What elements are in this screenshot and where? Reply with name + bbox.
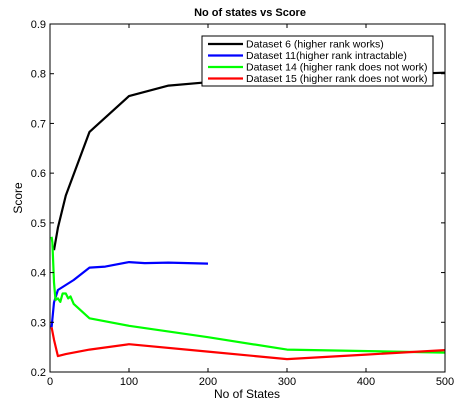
y-tick-label: 0.3 <box>31 317 46 329</box>
y-tick-label: 0.4 <box>31 268 46 280</box>
y-axis-label: Score <box>11 182 25 214</box>
legend-label-dataset-6-higher-rank-works: Dataset 6 (higher rank works) <box>246 39 384 51</box>
series-line-dataset-6-higher-rank-works <box>52 71 446 251</box>
plot-lines <box>50 71 446 361</box>
x-tick-label: 400 <box>357 376 375 388</box>
x-tick-label: 200 <box>199 376 217 388</box>
x-tick-label: 0 <box>47 376 53 388</box>
legend-label-dataset-14-higher-rank-does-not-work: Dataset 14 (higher rank does not work) <box>246 62 428 74</box>
series-line-dataset-15-higher-rank-does-not-work <box>50 327 446 361</box>
chart-title: No of states vs Score <box>194 7 306 19</box>
x-axis-label: No of States <box>214 387 280 401</box>
x-tick-label: 500 <box>436 376 454 388</box>
legend: Dataset 6 (higher rank works)Dataset 11(… <box>201 35 434 87</box>
y-tick-label: 0.2 <box>31 367 46 379</box>
y-tick-label: 0.6 <box>31 168 46 180</box>
y-tick-label: 0.9 <box>31 19 46 31</box>
series-line-dataset-11-higher-rank-intractable <box>50 261 209 328</box>
legend-label-dataset-15-higher-rank-does-not-work: Dataset 15 (higher rank does not work) <box>246 73 428 85</box>
x-tick-label: 100 <box>120 376 138 388</box>
y-tick-label: 0.5 <box>31 218 46 230</box>
x-tick-label: 300 <box>278 376 296 388</box>
axis-ticks: 0 100 200 300 400 500 0.2 0.3 0.4 0.5 0.6 0.7 0.8 0.9 <box>31 19 454 388</box>
legend-label-dataset-11-higher-rank-intractable: Dataset 11(higher rank intractable) <box>246 50 407 62</box>
series-line-dataset-14-higher-rank-does-not-work <box>50 236 446 354</box>
plot-frame <box>49 23 446 373</box>
y-tick-label: 0.8 <box>31 69 46 81</box>
y-tick-label: 0.7 <box>31 118 46 130</box>
